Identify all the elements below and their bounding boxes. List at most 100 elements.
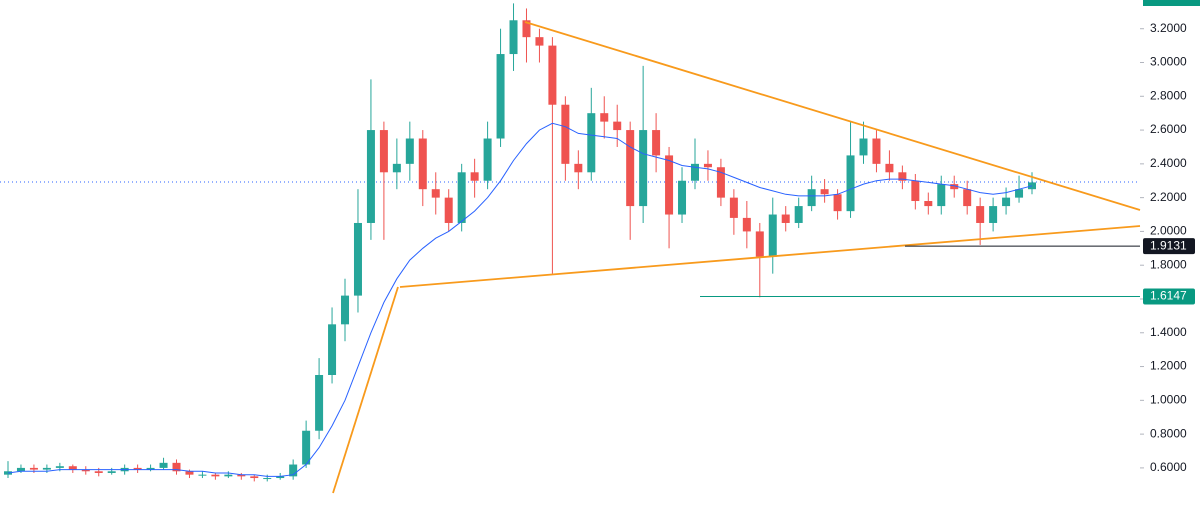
candle-body	[431, 189, 440, 198]
price-label-box	[1143, 238, 1195, 255]
candle-body	[950, 184, 959, 190]
candle-body	[1015, 189, 1024, 198]
candle-body	[898, 172, 907, 181]
candle-body	[639, 130, 648, 207]
plot-area	[4, 3, 1036, 482]
candle-body	[379, 130, 388, 173]
candle-body	[924, 201, 933, 207]
price-label: 1.6147	[1150, 289, 1187, 303]
candle-body	[911, 180, 920, 202]
y-tick-label: 1.0000	[1150, 393, 1187, 407]
candle-body	[68, 466, 77, 470]
candle-body	[237, 474, 246, 477]
candle-body	[198, 474, 207, 476]
candle-body	[535, 37, 544, 46]
candle-body	[755, 231, 764, 257]
candle-body	[548, 45, 557, 105]
candle-body	[315, 375, 324, 431]
candle-body	[820, 189, 829, 195]
candle-body	[211, 474, 220, 477]
candle-body	[250, 476, 259, 479]
candle-body	[859, 138, 868, 156]
candle-body	[794, 206, 803, 223]
y-tick-label: 0.6000	[1150, 460, 1187, 474]
candle-body	[690, 163, 699, 181]
trend-line-rally	[332, 286, 399, 494]
y-tick-label: 2.8000	[1150, 88, 1187, 102]
y-tick-label: 3.2000	[1150, 21, 1187, 35]
candle-body	[341, 295, 350, 325]
candle-body	[146, 467, 155, 470]
candle-body	[29, 467, 38, 470]
candle-body	[885, 163, 894, 173]
candle-body	[600, 113, 609, 122]
y-tick-label: 2.2000	[1150, 190, 1187, 204]
candle-body	[742, 217, 751, 232]
candle-body	[833, 194, 842, 212]
candle-body	[444, 197, 453, 223]
candle-body	[522, 20, 531, 38]
candle-body	[989, 206, 998, 223]
y-tick-label: 2.6000	[1150, 122, 1187, 136]
candle-body	[652, 130, 661, 156]
candle-body	[976, 206, 985, 223]
candle-body	[392, 163, 401, 173]
y-tick-label: 1.8000	[1150, 257, 1187, 271]
candle-body	[509, 20, 518, 55]
candle-body	[613, 121, 622, 131]
candle-body	[781, 214, 790, 223]
candle-body	[81, 469, 90, 472]
y-tick-label: 2.0000	[1150, 224, 1187, 238]
candle-body	[418, 138, 427, 190]
candle-body	[159, 462, 168, 468]
candle-body	[457, 172, 466, 223]
candle-body	[328, 324, 337, 375]
candle-body	[133, 467, 142, 470]
candle-body	[678, 180, 687, 215]
candle-body	[768, 214, 777, 257]
candle-body	[42, 467, 51, 470]
candle-body	[626, 130, 635, 207]
candle-body	[302, 430, 311, 465]
candle-body	[483, 138, 492, 181]
trend-line-lower	[399, 225, 1141, 288]
candle-body	[185, 471, 194, 475]
y-tick-label: 0.8000	[1150, 426, 1187, 440]
candle-body	[16, 467, 25, 472]
candle-body	[1002, 197, 1011, 207]
candle-body	[872, 138, 881, 164]
y-tick-label: 2.4000	[1150, 156, 1187, 170]
price-badge-cut	[1143, 0, 1200, 6]
candle-body	[263, 478, 272, 480]
candle-body	[353, 222, 362, 296]
y-tick-label: 1.2000	[1150, 359, 1187, 373]
candle-body	[496, 54, 505, 139]
candle-body	[807, 189, 816, 207]
candle-body	[94, 471, 103, 473]
candle-body	[276, 476, 285, 479]
y-tick-label: 3.0000	[1150, 55, 1187, 69]
candle-body	[366, 130, 375, 223]
candle-body	[716, 167, 725, 198]
candle-body	[172, 462, 181, 472]
candle-body	[107, 471, 116, 473]
candle-body	[703, 163, 712, 168]
candle-body	[470, 172, 479, 181]
candle-body	[729, 197, 738, 218]
candle-body	[846, 155, 855, 212]
candle-body	[963, 189, 972, 207]
y-tick-label: 1.4000	[1150, 325, 1187, 339]
candle-body	[587, 113, 596, 173]
candle-body	[55, 466, 64, 468]
candle-body	[561, 104, 570, 164]
price-label: 1.9131	[1150, 238, 1187, 252]
price-label-box	[1143, 288, 1195, 305]
moving-average-line	[7, 122, 1033, 477]
trend-line-upper	[524, 21, 1141, 211]
candle-body	[289, 464, 298, 477]
candle-body	[405, 138, 414, 164]
candle-body	[937, 184, 946, 207]
